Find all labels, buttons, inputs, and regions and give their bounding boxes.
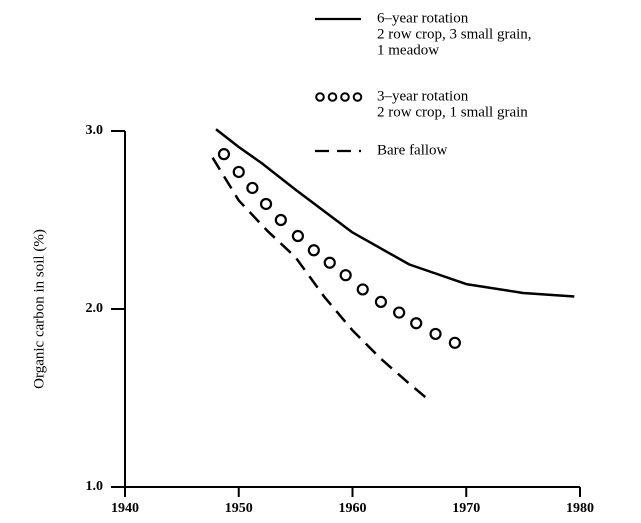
data-point <box>429 327 442 341</box>
y-tick-label: 2.0 <box>86 301 104 316</box>
legend-description: 2 row crop, 3 small grain, <box>377 26 532 42</box>
data-point <box>274 213 287 227</box>
y-axis-label: Organic carbon in soil (%) <box>31 229 47 389</box>
data-point <box>393 306 406 319</box>
data-point <box>307 244 320 257</box>
legend-label: 6–year rotation <box>377 10 469 26</box>
legend-description: 1 meadow <box>377 42 439 58</box>
x-tick-label: 1950 <box>225 501 253 516</box>
data-point <box>356 283 369 296</box>
y-tick-label: 1.0 <box>86 479 104 494</box>
x-tick-label: 1970 <box>452 501 480 516</box>
data-point <box>323 256 336 269</box>
data-line <box>215 128 575 298</box>
data-point <box>291 229 304 243</box>
data-line <box>211 157 428 399</box>
data-point <box>374 295 388 308</box>
legend-description: 2 row crop, 1 small grain <box>377 104 528 120</box>
data-point <box>410 317 423 330</box>
data-point <box>339 269 352 282</box>
y-tick-label: 3.0 <box>86 123 104 138</box>
data-point <box>232 165 245 179</box>
legend-label: Bare fallow <box>377 142 448 158</box>
data-point <box>448 336 461 349</box>
x-tick-label: 1940 <box>111 501 139 516</box>
data-point <box>246 181 259 195</box>
legend-marker <box>315 92 325 102</box>
x-tick-label: 1980 <box>566 501 594 516</box>
legend-marker <box>327 92 338 102</box>
x-tick-label: 1960 <box>339 501 367 516</box>
legend-marker <box>340 92 350 102</box>
data-point <box>259 197 273 211</box>
legend-label: 3–year rotation <box>377 88 469 104</box>
data-point <box>217 148 231 161</box>
legend-marker <box>352 92 363 102</box>
